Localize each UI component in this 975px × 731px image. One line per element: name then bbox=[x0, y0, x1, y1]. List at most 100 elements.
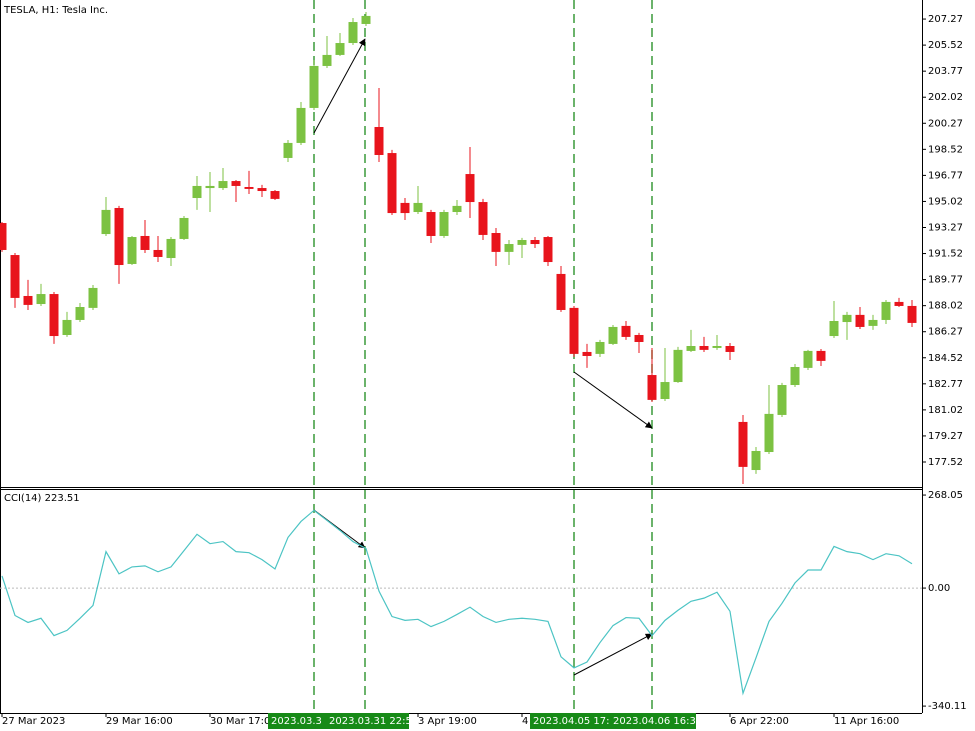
highlight-box bbox=[268, 713, 328, 729]
candle-body bbox=[660, 382, 670, 400]
candle-body bbox=[517, 240, 527, 245]
candle-body bbox=[140, 235, 150, 250]
y-tick-label: 179.27 bbox=[928, 431, 963, 442]
cci-line bbox=[1, 509, 913, 696]
candle-body bbox=[608, 326, 618, 344]
candle-body bbox=[634, 334, 644, 342]
candle-body bbox=[374, 126, 384, 155]
x-tick-label: 30 Mar 17:00 bbox=[210, 716, 277, 727]
candle-body bbox=[452, 205, 462, 213]
candle-body bbox=[387, 153, 397, 214]
x-tick-label: 11 Apr 16:00 bbox=[834, 716, 899, 727]
candle-body bbox=[166, 238, 176, 259]
candle-body bbox=[842, 314, 852, 323]
candle-body bbox=[556, 273, 566, 310]
candle-body bbox=[881, 301, 891, 320]
y-tick-label: 0.00 bbox=[928, 583, 950, 594]
x-tick-label: 6 Apr 22:00 bbox=[730, 716, 789, 727]
candle-body bbox=[478, 202, 488, 235]
y-tick-label: 268.05 bbox=[928, 490, 963, 501]
y-tick-label: 189.77 bbox=[928, 275, 963, 286]
candle-body bbox=[335, 43, 345, 55]
candle-body bbox=[309, 65, 319, 108]
candle-body bbox=[361, 15, 371, 24]
candle-body bbox=[49, 294, 59, 337]
y-tick-label: -340.11 bbox=[928, 701, 967, 712]
candle-body bbox=[907, 305, 917, 323]
candle-body bbox=[439, 212, 449, 236]
y-tick-label: 186.27 bbox=[928, 327, 963, 338]
highlight-box bbox=[610, 713, 696, 729]
candle-body bbox=[283, 142, 293, 158]
highlight-box bbox=[326, 713, 409, 729]
candle-body bbox=[647, 375, 657, 400]
candle-body bbox=[400, 202, 410, 214]
y-tick-label: 182.77 bbox=[928, 379, 963, 390]
candle-body bbox=[504, 244, 514, 252]
y-tick-label: 196.77 bbox=[928, 170, 963, 181]
time-highlights: 2023.03.3 2023.03.31 22:59 2023.04.05 17… bbox=[268, 713, 702, 729]
candle-body bbox=[543, 237, 553, 263]
y-tick-label: 200.27 bbox=[928, 118, 963, 129]
x-tick-label: 4 bbox=[522, 716, 528, 727]
candle-body bbox=[790, 366, 800, 386]
candle-body bbox=[270, 191, 280, 199]
highlight-label: 2023.03.3 bbox=[271, 716, 322, 727]
candle-body bbox=[75, 306, 85, 320]
candle-body bbox=[894, 301, 904, 306]
y-tick-label: 198.52 bbox=[928, 144, 963, 155]
candle-body bbox=[569, 307, 579, 354]
candle-body bbox=[855, 314, 865, 327]
candle-body bbox=[101, 209, 111, 235]
highlight-label: 2023.04.05 17:5 bbox=[533, 716, 616, 727]
x-tick-label: 27 Mar 2023 bbox=[2, 716, 65, 727]
candle-body bbox=[803, 350, 813, 368]
candle-body bbox=[686, 346, 696, 351]
y-tick-label: 177.52 bbox=[928, 457, 963, 468]
candle-body bbox=[426, 212, 436, 236]
x-tick-label: 3 Apr 19:00 bbox=[418, 716, 477, 727]
candle-body bbox=[192, 185, 202, 199]
candle-body bbox=[777, 385, 787, 415]
candle-body bbox=[205, 185, 215, 189]
candle-body bbox=[179, 217, 189, 239]
candle-body bbox=[36, 294, 46, 305]
candle-body bbox=[738, 421, 748, 467]
candle-body bbox=[231, 181, 241, 186]
candle-body bbox=[621, 325, 631, 337]
chart-title: TESLA, H1: Tesla Inc. bbox=[3, 5, 108, 16]
arrow bbox=[573, 633, 653, 676]
candle-body bbox=[829, 320, 839, 337]
candle-body bbox=[218, 181, 228, 189]
y-tick-label: 181.02 bbox=[928, 405, 963, 416]
candle-body bbox=[764, 413, 774, 453]
candle-body bbox=[465, 174, 475, 203]
y-tick-label: 184.52 bbox=[928, 353, 963, 364]
y-tick-label: 202.02 bbox=[928, 92, 963, 103]
candle-body bbox=[62, 319, 72, 335]
highlight-label: 2023.03.31 22:59 bbox=[329, 716, 418, 727]
candle-body bbox=[491, 233, 501, 252]
y-tick-label: 203.77 bbox=[928, 66, 963, 77]
candle-body bbox=[595, 341, 605, 354]
arrow bbox=[313, 38, 366, 134]
candle-body bbox=[816, 350, 826, 361]
candle-body bbox=[257, 188, 267, 192]
candle-body bbox=[413, 202, 423, 213]
highlight-box bbox=[530, 713, 612, 729]
candle-body bbox=[10, 255, 20, 298]
y-tick-label: 207.27 bbox=[928, 14, 963, 25]
y-tick-label: 193.27 bbox=[928, 222, 963, 233]
candle-body bbox=[153, 249, 163, 257]
candle-body bbox=[88, 287, 98, 308]
candle-body bbox=[530, 240, 540, 245]
indicator-title: CCI(14) 223.51 bbox=[4, 493, 80, 504]
candle-body bbox=[127, 237, 137, 264]
candle-body bbox=[725, 346, 735, 352]
candle-body bbox=[0, 223, 7, 250]
y-tick-label: 188.02 bbox=[928, 301, 963, 312]
candle-body bbox=[348, 22, 358, 44]
candle-body bbox=[673, 349, 683, 383]
